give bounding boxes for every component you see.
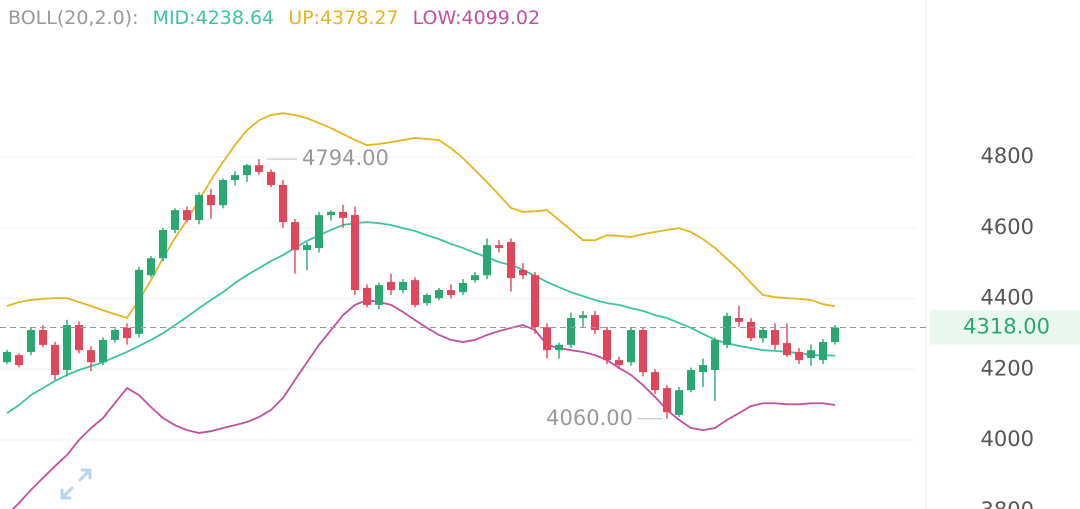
candle-body	[675, 390, 683, 415]
candle-body	[735, 317, 743, 322]
candle-body	[255, 165, 263, 172]
expand-icon[interactable]	[60, 468, 92, 500]
candle-body	[831, 327, 839, 343]
bands	[6, 112, 836, 509]
candle-body	[351, 215, 359, 291]
candle-body	[663, 388, 671, 413]
candle-body	[75, 325, 83, 351]
candle-body	[687, 369, 695, 391]
candle-body	[651, 372, 659, 391]
last-price-box	[930, 310, 1080, 345]
candle-body	[183, 210, 191, 221]
candle-body	[423, 295, 431, 304]
candle-body	[639, 330, 647, 373]
candle-body	[387, 281, 395, 291]
overlay: 4794.00 4060.00 4318.00	[0, 146, 1080, 430]
candle-body	[819, 342, 827, 361]
band-line	[6, 112, 836, 320]
candle-body	[411, 280, 419, 305]
candle-body	[519, 269, 527, 276]
candle-body	[3, 351, 11, 363]
candle-body	[435, 290, 443, 299]
candle-body	[807, 350, 815, 358]
candle-body	[471, 275, 479, 281]
grid: 3800 4000 4200 4400 4600 4800	[0, 144, 1034, 509]
legend: BOLL(20,2.0): MID:4238.64 UP:4378.27 LOW…	[8, 7, 540, 29]
y-tick-label: 4200	[981, 356, 1034, 380]
candle-body	[627, 330, 635, 363]
candle-body	[63, 325, 71, 370]
candle-body	[291, 222, 299, 251]
candles	[3, 159, 839, 419]
candle-body	[363, 287, 371, 305]
candle-body	[447, 290, 455, 296]
y-tick-label: 4000	[981, 427, 1034, 451]
last-price-label: 4318.00	[963, 315, 1050, 339]
candle-body	[99, 339, 107, 363]
candle-body	[267, 171, 275, 185]
candle-body	[711, 339, 719, 370]
candle-body	[39, 330, 47, 345]
band-line	[11, 299, 836, 509]
candle-body	[87, 350, 95, 363]
candle-body	[399, 281, 407, 291]
candle-body	[123, 327, 131, 339]
candle-body	[579, 315, 587, 318]
y-tick-label: 3800	[981, 498, 1034, 509]
candle-body	[495, 245, 503, 248]
candle-body	[771, 330, 779, 345]
candle-body	[603, 330, 611, 361]
candle-body	[243, 165, 251, 176]
candle-body	[531, 275, 539, 328]
candle-body	[231, 175, 239, 181]
candle-body	[147, 258, 155, 276]
candle-body	[27, 330, 35, 352]
candle-body	[543, 327, 551, 351]
legend-entry: MID:4238.64	[153, 7, 275, 29]
candle-body	[51, 344, 59, 375]
candle-body	[615, 360, 623, 366]
candle-body	[279, 184, 287, 223]
annotation-label: 4060.00	[546, 406, 633, 430]
candle-body	[327, 211, 335, 216]
candle-body	[723, 315, 731, 345]
candle-body	[759, 330, 767, 339]
indicator-label: BOLL(20,2.0):	[8, 7, 139, 29]
candle-body	[171, 210, 179, 230]
candle-body	[375, 285, 383, 305]
candle-body	[195, 194, 203, 221]
candle-body	[699, 365, 707, 373]
candle-body	[207, 194, 215, 206]
candle-body	[15, 355, 23, 366]
candle-body	[795, 351, 803, 361]
y-tick-label: 4600	[981, 215, 1034, 239]
candle-body	[159, 229, 167, 259]
y-tick-label: 4800	[981, 144, 1034, 168]
candle-body	[315, 215, 323, 248]
legend-entry: UP:4378.27	[288, 7, 398, 29]
candle-body	[135, 269, 143, 334]
y-tick-label: 4400	[981, 286, 1034, 310]
candle-body	[339, 211, 347, 218]
candle-body	[507, 241, 515, 279]
candle-body	[303, 245, 311, 251]
candle-body	[483, 245, 491, 276]
candle-body	[747, 321, 755, 339]
candle-body	[111, 330, 119, 340]
candle-body	[459, 282, 467, 293]
candle-body	[783, 343, 791, 356]
band-line	[6, 221, 836, 414]
candle-body	[591, 315, 599, 331]
candle-body	[219, 180, 227, 206]
candle-body	[555, 344, 563, 351]
annotation-label: 4794.00	[302, 146, 389, 170]
legend-entry: LOW:4099.02	[413, 7, 541, 29]
candle-body	[567, 317, 575, 345]
